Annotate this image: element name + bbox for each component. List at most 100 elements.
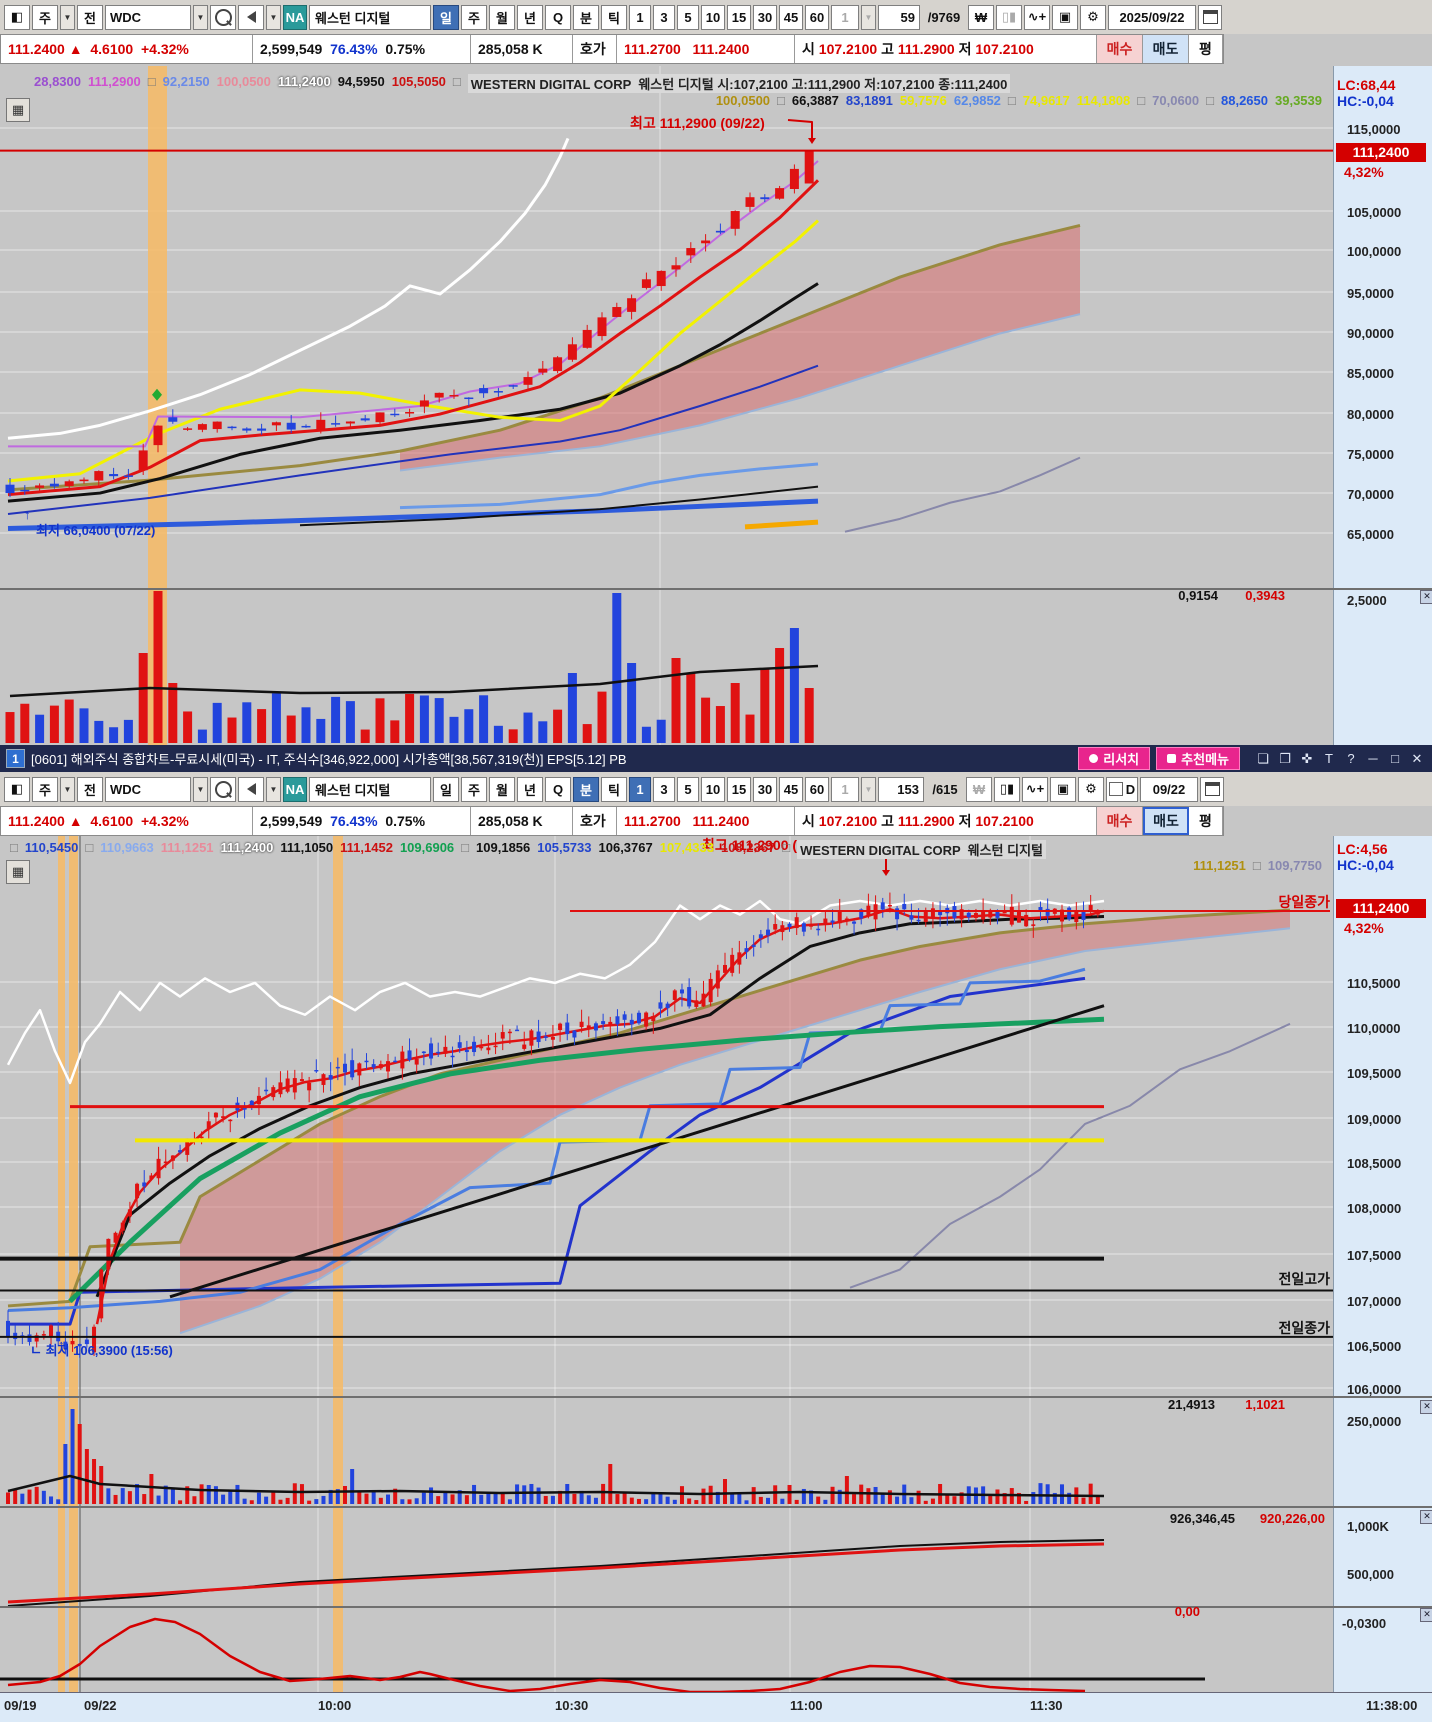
symbol-input[interactable]: WDC (105, 4, 191, 30)
save-icon[interactable]: ▣ (1050, 776, 1076, 802)
tab-month[interactable]: 월 (489, 776, 515, 802)
calendar-icon[interactable] (1200, 776, 1224, 802)
gear-icon[interactable]: ⚙ (1080, 4, 1106, 30)
interval-10[interactable]: 10 (701, 4, 725, 30)
interval-30[interactable]: 30 (753, 776, 777, 802)
bar-count-field[interactable]: 59 (878, 4, 920, 30)
chart2-price-axis[interactable] (1333, 836, 1432, 1692)
na-badge[interactable]: NA (283, 4, 307, 30)
checkbox-box[interactable] (1108, 782, 1123, 796)
won-icon[interactable]: ₩ (966, 776, 992, 802)
symbol-input[interactable]: WDC (105, 776, 191, 802)
chart2-indicator-pane-close-icon[interactable]: ✕ (1420, 1608, 1432, 1622)
tab-minute[interactable]: 분 (573, 776, 599, 802)
symbol-name[interactable]: 웨스턴 디지털 (309, 4, 431, 30)
sell-button[interactable]: 매도 (1143, 35, 1189, 63)
speaker-dropdown[interactable]: ▼ (266, 776, 281, 802)
interval-3[interactable]: 3 (653, 776, 675, 802)
windows-icon[interactable]: ❏ (1257, 750, 1269, 766)
tab-year[interactable]: 년 (517, 776, 543, 802)
cascade-icon[interactable]: ❐ (1279, 750, 1291, 766)
interval-15[interactable]: 15 (727, 776, 751, 802)
panel-toggle-icon[interactable]: ◧ (4, 776, 30, 802)
interval-45[interactable]: 45 (779, 4, 803, 30)
tab-day[interactable]: 일 (433, 4, 459, 30)
calendar-icon[interactable] (1198, 4, 1222, 30)
chart2-pane-divider-3[interactable] (0, 1606, 1432, 1608)
candle-style-icon[interactable]: ▯▮ (994, 776, 1020, 802)
symbol-dropdown[interactable]: ▼ (193, 776, 208, 802)
week-dropdown[interactable]: ▼ (60, 776, 75, 802)
tab-minute[interactable]: 분 (573, 4, 599, 30)
prev-button[interactable]: 전 (77, 776, 103, 802)
panel-toggle-icon[interactable]: ◧ (4, 4, 30, 30)
chart1-volume-pane-close-icon[interactable]: ✕ (1420, 590, 1432, 604)
week-dropdown[interactable]: ▼ (60, 4, 75, 30)
interval-15[interactable]: 15 (727, 4, 751, 30)
interval-1[interactable]: 1 (629, 4, 651, 30)
interval-60[interactable]: 60 (805, 776, 829, 802)
d-checkbox[interactable]: D (1106, 776, 1138, 802)
chart2-volume-pane-close-icon[interactable]: ✕ (1420, 1400, 1432, 1414)
line-chart-icon[interactable]: ∿+ (1024, 4, 1050, 30)
interval-custom[interactable]: 1 (831, 776, 859, 802)
bar-count-field[interactable]: 153 (878, 776, 924, 802)
grid-settings-icon[interactable]: ▦ (6, 860, 30, 884)
prev-button[interactable]: 전 (77, 4, 103, 30)
search-icon[interactable] (210, 776, 236, 802)
recommend-menu-button[interactable]: 추천메뉴 (1156, 747, 1240, 770)
save-icon[interactable]: ▣ (1052, 4, 1078, 30)
tab-tick[interactable]: 틱 (601, 776, 627, 802)
minimize-icon[interactable]: ─ (1368, 750, 1378, 766)
tab-week[interactable]: 주 (461, 776, 487, 802)
avg-button[interactable]: 평 (1189, 807, 1223, 835)
chart2-pane-divider-2[interactable] (0, 1506, 1432, 1508)
buy-button[interactable]: 매수 (1097, 35, 1143, 63)
chart1-price-axis[interactable] (1333, 66, 1432, 745)
chart1-pane-divider[interactable] (0, 588, 1432, 590)
tab-week[interactable]: 주 (461, 4, 487, 30)
chart2-cumvol-pane-close-icon[interactable]: ✕ (1420, 1510, 1432, 1524)
na-badge[interactable]: NA (283, 776, 307, 802)
help-icon[interactable]: ? (1347, 750, 1355, 766)
tab-day[interactable]: 일 (433, 776, 459, 802)
tab-tick[interactable]: 틱 (601, 4, 627, 30)
avg-button[interactable]: 평 (1189, 35, 1223, 63)
interval-30[interactable]: 30 (753, 4, 777, 30)
maximize-icon[interactable]: □ (1391, 750, 1399, 766)
date-field[interactable]: 09/22 (1140, 776, 1198, 802)
interval-10[interactable]: 10 (701, 776, 725, 802)
interval-1[interactable]: 1 (629, 776, 651, 802)
interval-60[interactable]: 60 (805, 4, 829, 30)
speaker-icon[interactable] (238, 4, 264, 30)
interval-custom[interactable]: 1 (831, 4, 859, 30)
tab-quarter[interactable]: Q (545, 776, 571, 802)
text-tool-icon[interactable]: T (1325, 750, 1333, 766)
tab-year[interactable]: 년 (517, 4, 543, 30)
interval-5[interactable]: 5 (677, 4, 699, 30)
line-chart-icon[interactable]: ∿+ (1022, 776, 1048, 802)
window-title-bar[interactable]: 1 [0601] 해외주식 종합차트-무료시세(미국) - IT, 주식수[34… (0, 745, 1432, 772)
weekly-chart-pane[interactable]: ▦ ✕ (0, 66, 1432, 745)
interval-dropdown[interactable]: ▼ (861, 776, 876, 802)
symbol-name[interactable]: 웨스턴 디지털 (309, 776, 431, 802)
tab-quarter[interactable]: Q (545, 4, 571, 30)
interval-45[interactable]: 45 (779, 776, 803, 802)
grid-settings-icon[interactable]: ▦ (6, 98, 30, 122)
interval-dropdown[interactable]: ▼ (861, 4, 876, 30)
interval-5[interactable]: 5 (677, 776, 699, 802)
speaker-icon[interactable] (238, 776, 264, 802)
chart2-pane-divider-1[interactable] (0, 1396, 1432, 1398)
interval-3[interactable]: 3 (653, 4, 675, 30)
pin-icon[interactable]: ✜ (1301, 750, 1313, 766)
date-field[interactable]: 2025/09/22 (1108, 4, 1196, 30)
candle-style-icon[interactable]: ▯▮ (996, 4, 1022, 30)
search-icon[interactable] (210, 4, 236, 30)
week-selector-button[interactable]: 주 (32, 4, 58, 30)
tab-month[interactable]: 월 (489, 4, 515, 30)
speaker-dropdown[interactable]: ▼ (266, 4, 281, 30)
intraday-chart-pane[interactable]: ▦ ✕ ✕ ✕ (0, 836, 1432, 1692)
sell-button[interactable]: 매도 (1143, 807, 1189, 835)
symbol-dropdown[interactable]: ▼ (193, 4, 208, 30)
gear-icon[interactable]: ⚙ (1078, 776, 1104, 802)
